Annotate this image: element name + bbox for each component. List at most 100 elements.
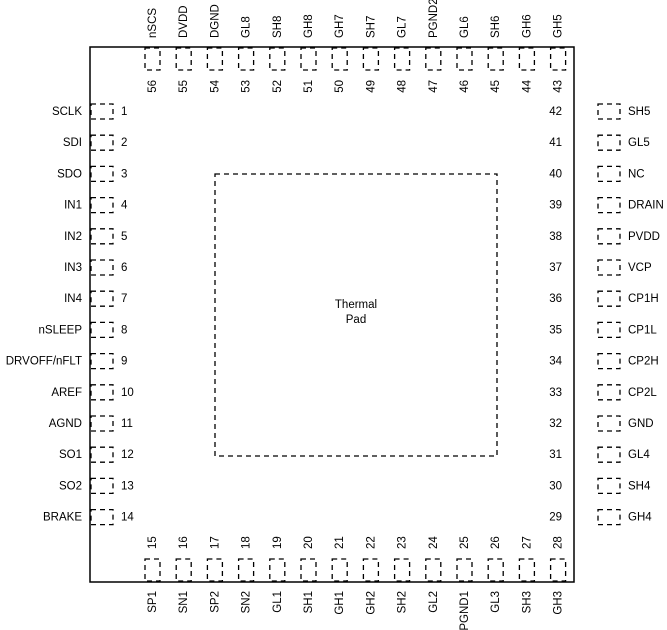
pin-number: 53 [241,80,253,93]
pin-39: DRAIN 39 [549,196,664,214]
pin-26: GL3 26 [487,536,504,613]
pin-pad [597,290,621,307]
pin-pad [487,558,504,582]
pin-number: 33 [549,387,562,399]
pin-name: GH1 [334,591,346,615]
pin-name: DGND [209,4,221,38]
pin-name: SH7 [365,16,377,38]
pin-name: PGND1 [459,591,471,630]
pin-number: 38 [549,231,562,243]
pin-name: GH5 [553,14,565,38]
pin-10: AREF 10 [51,384,134,401]
pin-pad [90,290,114,307]
pin-number: 4 [121,200,128,212]
pin-number: 14 [121,512,134,524]
pin-pad [393,558,411,582]
pin-33: CP2L 33 [549,384,657,401]
pin-name: SO2 [59,480,82,492]
pin-pad [269,47,286,71]
pin-number: 36 [549,293,562,305]
pin-pad [90,103,114,120]
pin-56: nSCS 56 [144,8,161,93]
pin-number: 7 [121,293,127,305]
pin-pad [90,352,114,370]
pin-12: SO1 12 [59,446,134,463]
pin-43: GH5 43 [549,14,567,93]
pin-number: 28 [553,536,565,549]
pin-name: PVDD [628,231,660,243]
pin-number: 15 [147,536,159,549]
pin-pad [331,47,348,71]
pin-45: SH6 45 [487,16,504,93]
pin-number: 19 [272,536,284,549]
pin-34: CP2H 34 [549,352,659,370]
pin-name: SP1 [147,591,159,613]
pin-30: SH4 30 [549,477,651,495]
pin-name: GH8 [303,14,315,38]
pin-pad [90,384,114,401]
pin-38: PVDD 38 [549,228,660,245]
pin-name: AGND [49,418,82,430]
pin-number: 26 [490,536,502,549]
pin-pad [487,47,504,71]
pin-name: PGND2 [428,0,440,38]
pin-pad [597,103,621,120]
pin-number: 24 [428,536,440,549]
pin-36: CP1H 36 [549,290,659,307]
pin-number: 39 [549,200,562,212]
pin-6: IN3 6 [64,259,127,276]
pin-number: 18 [241,536,253,549]
pin-number: 13 [121,480,134,492]
pin-46: GL6 46 [456,16,473,93]
pin-name: nSLEEP [39,324,83,336]
pin-24: GL2 24 [425,536,442,613]
pin-name: GL2 [428,591,440,613]
pins: SCLK 1 SDI 2 SDO 3 IN1 4 IN2 5 IN3 6 IN4 7 nSLEEP 8 DRVO… [6,0,664,630]
pin-42: SH5 42 [549,103,650,120]
pin-pad [90,259,114,276]
thermal-pad-label-1: Thermal [335,299,377,311]
pin-pad [549,558,567,582]
pin-pad [597,477,621,495]
pin-number: 54 [209,79,221,92]
pin-9: DRVOFF/nFLT 9 [6,352,127,370]
pin-pad [90,196,114,214]
pin-16: SN1 16 [175,536,192,613]
pin-49: SH7 49 [362,16,380,93]
pin-pad [597,165,621,183]
pin-number: 3 [121,168,127,180]
pin-31: GL4 31 [549,446,650,463]
pin-7: IN4 7 [64,290,127,307]
pin-pad [425,47,442,71]
pin-number: 56 [147,80,159,93]
package-outline [89,46,575,583]
pin-name: SN1 [178,591,190,613]
pin-name: SDO [57,168,82,180]
pin-1: SCLK 1 [52,103,127,120]
pin-pad [597,321,621,339]
pin-number: 12 [121,449,134,461]
pin-number: 29 [549,512,562,524]
pin-pad [90,446,114,463]
pin-4: IN1 4 [64,196,128,214]
pin-28: GH3 28 [549,536,567,615]
pin-pad [300,558,317,582]
pin-22: GH2 22 [362,536,380,615]
pin-pad [175,558,192,582]
pin-name: SH8 [272,16,284,38]
pin-number: 55 [178,80,190,93]
pin-name: CP2H [628,356,659,368]
pin-55: DVDD 55 [175,5,192,93]
pin-number: 41 [549,137,562,149]
pin-pad [549,47,567,71]
pin-number: 5 [121,231,127,243]
pin-number: 40 [549,168,562,180]
pin-48: GL7 48 [393,16,411,93]
pin-50: GH7 50 [331,14,348,93]
pin-name: SH4 [628,480,651,492]
pin-name: nSCS [147,8,159,38]
pin-name: GND [628,418,654,430]
pin-number: 48 [397,80,409,93]
pin-pad [90,508,114,526]
pin-pad [90,321,114,339]
